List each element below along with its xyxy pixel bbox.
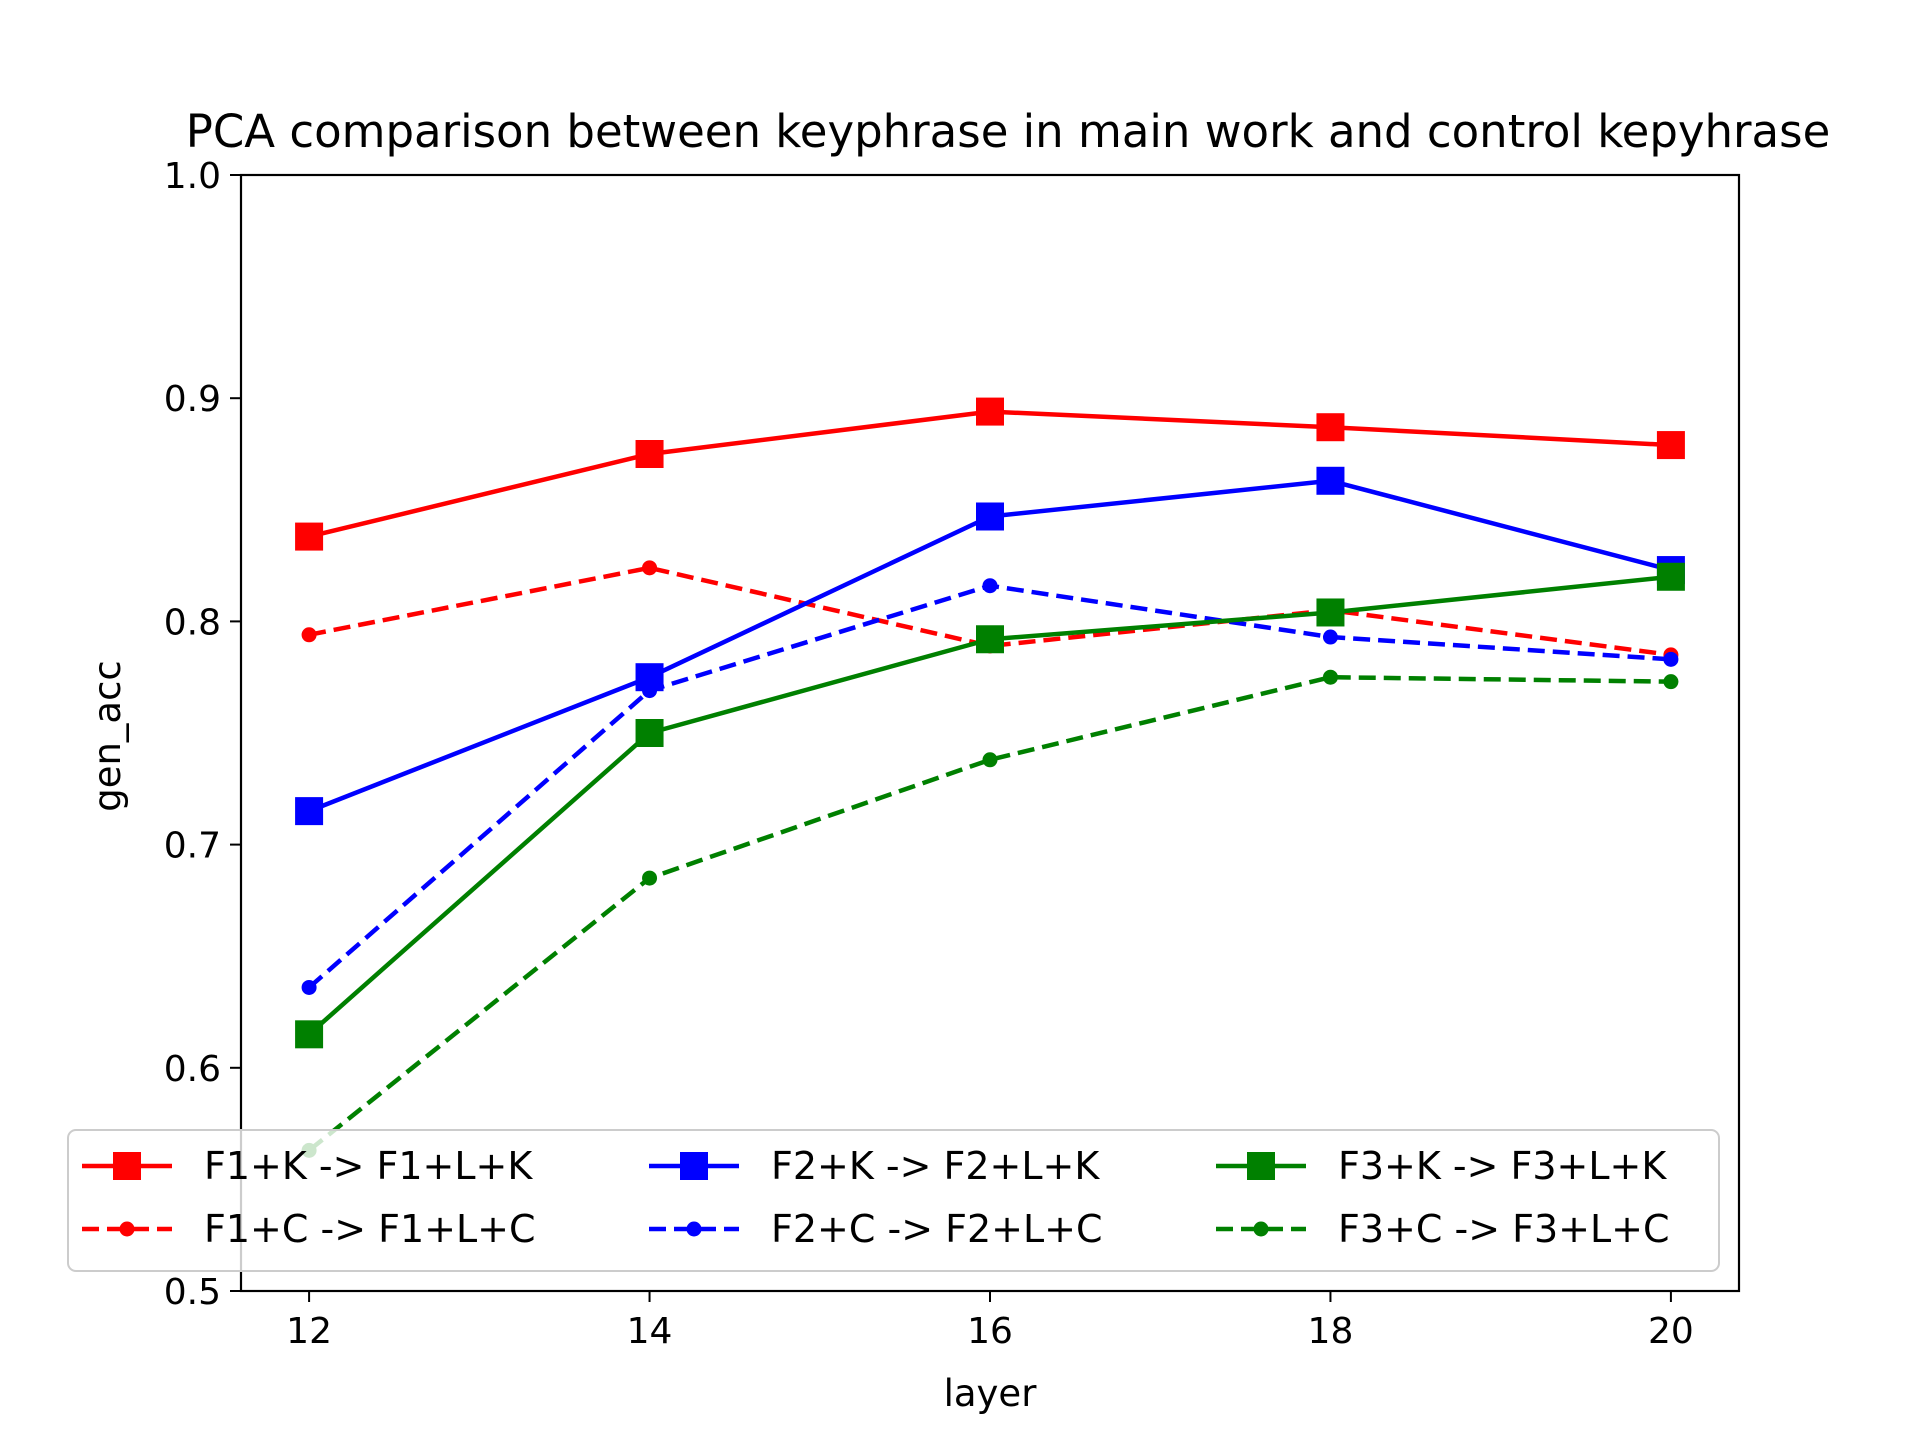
series-f1-k-f1-l-k <box>295 397 1685 551</box>
data-point-f3-c-f3-l-c-14 <box>642 870 658 886</box>
data-point-f1-c-f1-l-c-12 <box>301 627 317 643</box>
legend-marker-f1-c-f1-l-c <box>119 1221 135 1237</box>
x-tick-label-14: 14 <box>627 1311 673 1352</box>
data-point-f1-k-f1-l-k-18 <box>1316 413 1345 442</box>
series-f2-k-f2-l-k <box>295 466 1685 826</box>
legend-entry-f1-c-f1-l-c: F1+C -> F1+L+C <box>82 1207 536 1251</box>
data-point-f3-k-f3-l-k-12 <box>295 1020 324 1049</box>
y-tick-label-0-5: 0.5 <box>164 1272 221 1313</box>
data-point-f3-k-f3-l-k-16 <box>976 625 1004 654</box>
legend-entry-f2-c-f2-l-c: F2+C -> F2+L+C <box>649 1207 1103 1251</box>
legend-label-f2-c-f2-l-c: F2+C -> F2+L+C <box>771 1207 1103 1251</box>
chart-title: PCA comparison between keyphrase in main… <box>186 105 1831 158</box>
legend-label-f1-k-f1-l-k: F1+K -> F1+L+K <box>204 1144 533 1188</box>
data-point-f3-k-f3-l-k-14 <box>635 719 664 747</box>
legend-entry-f3-c-f3-l-c: F3+C -> F3+L+C <box>1216 1207 1670 1251</box>
legend-marker-f2-c-f2-l-c <box>686 1221 702 1237</box>
data-point-f2-c-f2-l-c-14 <box>642 683 658 699</box>
data-point-f2-k-f2-l-k-12 <box>295 797 324 826</box>
x-tick-label-16: 16 <box>967 1311 1013 1352</box>
data-point-f1-c-f1-l-c-14 <box>642 560 658 576</box>
data-point-f3-k-f3-l-k-18 <box>1316 598 1345 627</box>
data-point-f1-k-f1-l-k-20 <box>1656 431 1685 460</box>
legend-label-f3-k-f3-l-k: F3+K -> F3+L+K <box>1338 1144 1667 1188</box>
series-f2-c-f2-l-c <box>301 578 1679 995</box>
x-tick-label-18: 18 <box>1308 1311 1354 1352</box>
y-axis-label: gen_acc <box>86 660 129 812</box>
data-point-f2-k-f2-l-k-18 <box>1316 466 1345 495</box>
series-line-f3-c-f3-l-c <box>307 674 1671 1153</box>
data-point-f2-c-f2-l-c-16 <box>982 578 998 594</box>
x-tick-label-20: 20 <box>1648 1311 1694 1352</box>
legend-entry-f1-k-f1-l-k: F1+K -> F1+L+K <box>82 1144 533 1188</box>
x-tick-label-12: 12 <box>286 1311 332 1352</box>
legend-label-f2-k-f2-l-k: F2+K -> F2+L+K <box>771 1144 1100 1188</box>
series-group <box>295 397 1685 1158</box>
series-f3-k-f3-l-k <box>295 562 1685 1049</box>
y-tick-label-0-9: 0.9 <box>164 379 221 420</box>
legend-entry-f3-k-f3-l-k: F3+K -> F3+L+K <box>1216 1144 1667 1188</box>
data-point-f1-k-f1-l-k-14 <box>635 440 664 468</box>
legend-label-f3-c-f3-l-c: F3+C -> F3+L+C <box>1338 1207 1670 1251</box>
data-point-f2-c-f2-l-c-12 <box>301 979 317 995</box>
legend: F1+K -> F1+L+K F1+C -> F1+L+C F2+K -> F2+L… <box>67 1129 1720 1272</box>
data-point-f2-c-f2-l-c-18 <box>1322 629 1338 645</box>
legend-label-f1-c-f1-l-c: F1+C -> F1+L+C <box>204 1207 536 1251</box>
y-tick-label-0-8: 0.8 <box>164 602 221 643</box>
y-tick-label-0-7: 0.7 <box>164 826 221 867</box>
data-point-f2-c-f2-l-c-20 <box>1663 651 1679 667</box>
x-axis-label: layer <box>944 1372 1038 1415</box>
y-tick-label-0-6: 0.6 <box>164 1049 221 1090</box>
series-line-f1-c-f1-l-c <box>308 565 1672 658</box>
data-point-f3-c-f3-l-c-18 <box>1322 669 1338 685</box>
legend-marker-f2-k-f2-l-k <box>680 1152 708 1180</box>
legend-marker-f3-k-f3-l-k <box>1247 1152 1275 1180</box>
legend-entry-f2-k-f2-l-k: F2+K -> F2+L+K <box>649 1144 1100 1188</box>
y-tick-label-1-0: 1.0 <box>164 156 221 197</box>
axes: 12 14 16 18 20 0.5 0.6 0.7 0.8 0.9 1.0 <box>164 156 1741 1352</box>
legend-marker-f3-c-f3-l-c <box>1253 1221 1269 1237</box>
data-point-f1-k-f1-l-k-16 <box>976 397 1004 426</box>
legend-marker-f1-k-f1-l-k <box>113 1152 141 1180</box>
data-point-f3-k-f3-l-k-20 <box>1656 562 1685 591</box>
data-point-f1-k-f1-l-k-12 <box>295 522 324 551</box>
data-point-f3-c-f3-l-c-16 <box>982 752 998 768</box>
legend-box <box>67 1129 1720 1272</box>
data-point-f2-k-f2-l-k-16 <box>976 502 1004 531</box>
data-point-f3-c-f3-l-c-20 <box>1663 674 1679 690</box>
plot-area <box>295 397 1685 1158</box>
